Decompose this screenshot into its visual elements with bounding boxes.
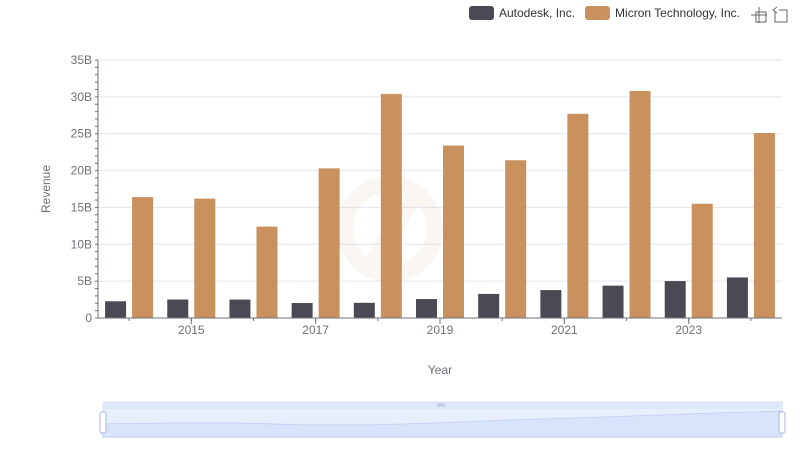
y-tick-label: 20B — [71, 164, 92, 178]
bars — [105, 90, 775, 319]
bar-micron-2015 — [194, 198, 216, 318]
x-tick-label: 2021 — [551, 323, 578, 337]
zoom-icon[interactable] — [750, 6, 768, 24]
legend-item-autodesk[interactable]: Autodesk, Inc. — [469, 6, 575, 20]
y-tick-label: 25B — [71, 127, 92, 141]
bar-autodesk-2015 — [167, 299, 189, 318]
data-zoom-slider[interactable] — [99, 401, 786, 438]
bar-autodesk-2022 — [602, 285, 624, 318]
y-tick-label: 5B — [77, 274, 92, 288]
bar-autodesk-2019 — [416, 299, 437, 318]
legend-item-micron[interactable]: Micron Technology, Inc. — [585, 6, 740, 20]
data-zoom-drag-grip[interactable] — [437, 403, 445, 407]
bar-micron-2021 — [567, 113, 589, 318]
bar-micron-2023 — [691, 203, 713, 318]
bar-autodesk-2016 — [229, 299, 251, 318]
bar-autodesk-2023 — [664, 281, 686, 318]
y-tick-label: 30B — [71, 90, 92, 104]
bar-micron-2022 — [629, 90, 651, 319]
data-zoom-right-handle[interactable] — [778, 411, 786, 434]
legend-label-micron: Micron Technology, Inc. — [615, 6, 740, 20]
y-tick-label: 10B — [71, 237, 92, 251]
bar-autodesk-2014 — [105, 301, 127, 318]
y-tick-label: 0 — [85, 311, 92, 325]
bar-autodesk-2024 — [726, 277, 748, 318]
legend-label-autodesk: Autodesk, Inc. — [499, 6, 576, 20]
chart-toolbox — [746, 6, 790, 24]
x-tick-label: 2017 — [302, 323, 329, 337]
x-axis-title: Year — [428, 363, 452, 377]
x-tick-label: 2019 — [427, 323, 454, 337]
data-zoom-left-handle[interactable] — [99, 411, 107, 434]
axes: 0 5B 10B 15B 20B 25B 30B 35B 2015 2017 2019 2021 202… — [71, 53, 782, 337]
bar-micron-2024 — [753, 132, 775, 318]
bar-autodesk-2017 — [291, 303, 313, 318]
chart-legend: Autodesk, Inc. Micron Technology, Inc. — [469, 4, 750, 22]
bar-micron-2014 — [132, 197, 154, 318]
y-tick-label: 15B — [71, 200, 92, 214]
bar-micron-2017 — [318, 168, 340, 318]
x-tick-label: 2023 — [675, 323, 702, 337]
bar-micron-2020 — [505, 160, 527, 318]
bar-micron-2016 — [256, 226, 278, 318]
y-tick-label: 35B — [71, 53, 92, 67]
bar-autodesk-2021 — [540, 290, 562, 318]
x-tick-label: 2015 — [178, 323, 205, 337]
legend-swatch-autodesk — [469, 6, 494, 20]
bar-autodesk-2018 — [353, 302, 375, 318]
legend-swatch-micron — [585, 6, 611, 20]
bar-micron-2019 — [443, 145, 464, 318]
bar-autodesk-2020 — [478, 293, 500, 318]
y-axis-title: Revenue — [39, 165, 53, 213]
zoom-reset-icon[interactable] — [772, 6, 790, 24]
bar-micron-2018 — [380, 93, 402, 318]
